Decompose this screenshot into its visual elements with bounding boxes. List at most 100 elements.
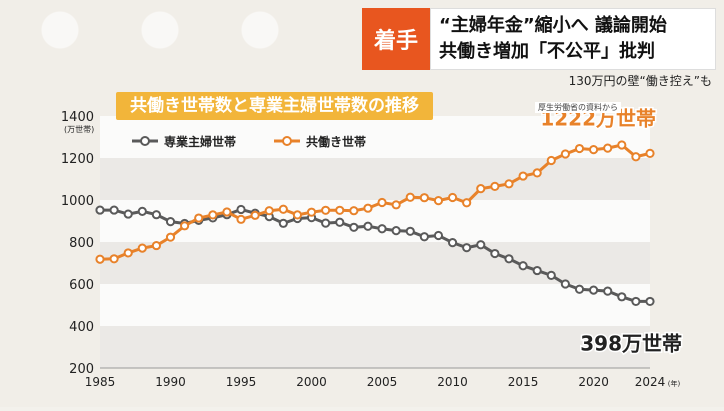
data-point <box>165 217 176 227</box>
grid-band <box>100 242 650 284</box>
data-point <box>433 230 444 241</box>
legend-label: 専業主婦世帯 <box>164 134 236 149</box>
headline-line-2: 共働き増加「不公平」批判 <box>439 41 655 62</box>
data-point <box>433 196 444 206</box>
data-point <box>574 284 585 294</box>
legend-marker <box>282 136 292 146</box>
data-point <box>447 192 458 203</box>
data-point <box>306 207 317 217</box>
data-point <box>462 243 472 253</box>
headline-line-1: “主婦年金”縮小へ 議論開始 <box>439 15 667 36</box>
series-line-1 <box>99 143 651 261</box>
line-chart: 200 400 600 800 1000 1200 1400(万世帯) 1985 1990 199… <box>61 105 684 389</box>
data-point <box>419 193 429 203</box>
x-tick-label: 2010 <box>437 375 468 389</box>
data-point <box>476 240 486 250</box>
data-point <box>377 224 387 234</box>
data-point <box>588 145 599 155</box>
chart-source: 厚生労働省の資料から <box>535 102 621 113</box>
data-point <box>363 221 373 231</box>
data-point <box>151 240 162 251</box>
data-point <box>391 226 401 236</box>
data-point <box>208 210 218 220</box>
data-point <box>321 218 331 228</box>
data-point <box>504 179 514 189</box>
data-point <box>560 279 570 289</box>
data-point <box>236 204 246 215</box>
x-tick-label: 2000 <box>296 375 327 389</box>
data-point <box>165 232 176 242</box>
data-point <box>546 155 556 166</box>
data-point <box>617 140 627 150</box>
data-point <box>95 205 105 215</box>
chart-area: 200 400 600 800 1000 1200 1400 (万世帯) 1985 1990 199… <box>0 88 724 407</box>
data-point <box>278 218 288 228</box>
data-point <box>405 192 415 202</box>
data-point <box>278 204 288 214</box>
y-tick-label: 200 <box>69 362 94 377</box>
x-tick-label: 1990 <box>155 375 186 389</box>
data-point <box>645 296 655 307</box>
data-point <box>137 206 147 216</box>
y-tick-label: 800 <box>69 236 94 251</box>
y-tick-label: 1200 <box>61 152 94 167</box>
x-tick-label: 2005 <box>367 375 398 389</box>
data-point <box>603 143 613 153</box>
data-point <box>447 238 458 248</box>
x-tick-label: 2024 <box>635 375 666 389</box>
data-point <box>377 197 387 208</box>
data-point <box>419 232 429 242</box>
y-unit-label: (万世帯) <box>64 124 94 134</box>
data-point <box>518 261 528 271</box>
data-point <box>194 213 204 223</box>
data-point <box>123 209 133 219</box>
headline-banner: 着手 “主婦年金”縮小へ 議論開始 共働き増加「不公平」批判 <box>362 8 716 70</box>
headline-text: “主婦年金”縮小へ 議論開始 共働き増加「不公平」批判 <box>430 8 716 70</box>
data-point <box>180 221 190 231</box>
y-tick-label: 1000 <box>61 194 94 209</box>
chart-title: 共働き世帯数と専業主婦世帯数の推移 <box>116 92 433 120</box>
data-point <box>405 226 415 236</box>
data-point <box>222 207 232 217</box>
data-point <box>645 148 655 158</box>
data-point <box>109 254 119 264</box>
data-point <box>137 243 147 253</box>
data-point <box>151 210 162 220</box>
data-point <box>560 149 570 159</box>
data-point <box>532 168 542 178</box>
x-tick-label: 1985 <box>85 375 116 389</box>
data-point <box>504 254 514 264</box>
grid-band <box>100 326 650 368</box>
y-tick-label: 600 <box>69 278 94 293</box>
data-point <box>546 270 556 280</box>
data-point <box>95 254 105 264</box>
data-point <box>490 248 500 259</box>
y-tick-label: 1400 <box>61 110 94 125</box>
headline-tag: 着手 <box>362 8 430 70</box>
data-point <box>588 285 599 295</box>
data-point <box>349 206 359 216</box>
legend-label: 共働き世帯 <box>306 134 366 149</box>
legend-marker <box>140 136 150 146</box>
data-point <box>631 296 641 307</box>
sub-caption: 130万円の壁“働き控え”も <box>568 74 712 88</box>
data-point <box>574 143 585 154</box>
data-point <box>349 222 359 232</box>
data-point <box>236 214 246 224</box>
annotation-housewife: 398万世帯 <box>580 331 682 355</box>
x-tick-label: 1995 <box>226 375 257 389</box>
data-point <box>363 203 373 213</box>
x-tick-label: 2020 <box>578 375 609 389</box>
data-point <box>532 265 542 276</box>
x-unit-label: (年) <box>668 379 681 388</box>
data-point <box>462 198 472 208</box>
data-point <box>321 205 331 215</box>
data-point <box>264 206 274 216</box>
data-point <box>123 248 133 258</box>
data-point <box>518 171 528 181</box>
data-point <box>109 205 119 215</box>
grid-band <box>100 158 650 200</box>
y-tick-label: 400 <box>69 320 94 335</box>
x-tick-label: 2015 <box>508 375 539 389</box>
data-point <box>490 181 500 191</box>
